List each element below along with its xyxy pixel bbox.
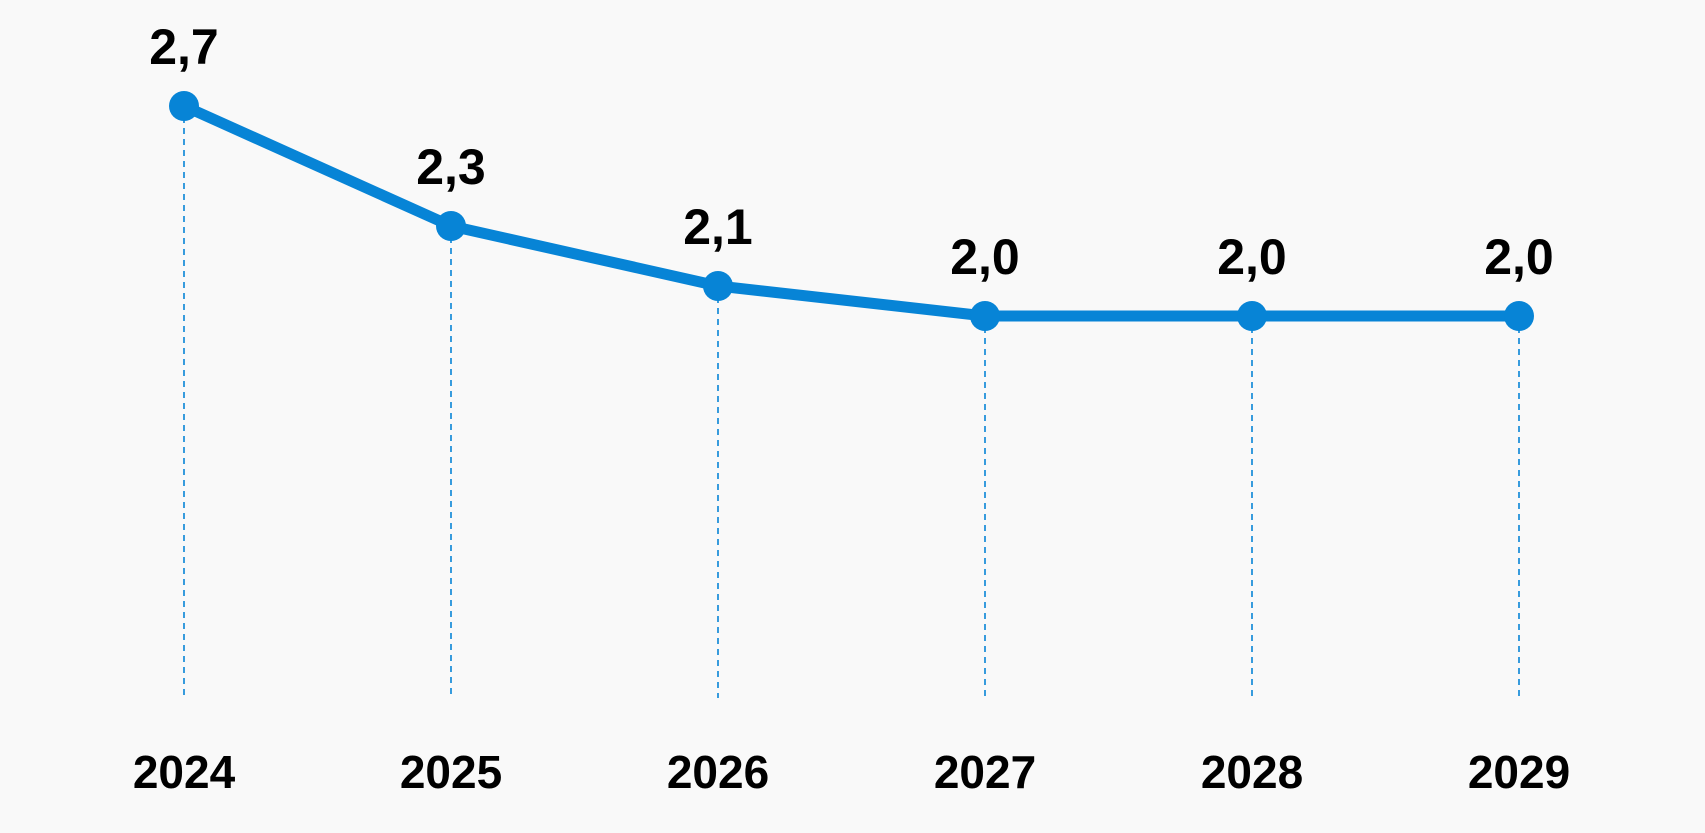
- data-points: [169, 91, 1534, 331]
- x-tick-label-2028: 2028: [1201, 746, 1303, 798]
- data-label-2024: 2,7: [149, 19, 219, 75]
- data-label-2026: 2,1: [683, 199, 753, 255]
- x-tick-label-2025: 2025: [400, 746, 502, 798]
- data-point-2027: [970, 301, 1000, 331]
- data-point-2028: [1237, 301, 1267, 331]
- x-tick-label-2029: 2029: [1468, 746, 1570, 798]
- data-point-2026: [703, 271, 733, 301]
- data-point-2025: [436, 211, 466, 241]
- x-tick-label-2027: 2027: [934, 746, 1036, 798]
- x-axis-tick-labels: 2024 2025 2026 2027 2028 2029: [133, 746, 1570, 798]
- x-tick-label-2024: 2024: [133, 746, 236, 798]
- series-line: [178, 100, 1525, 322]
- data-label-2025: 2,3: [416, 139, 486, 195]
- data-label-2027: 2,0: [950, 229, 1020, 285]
- data-label-2029: 2,0: [1484, 229, 1554, 285]
- x-tick-label-2026: 2026: [667, 746, 769, 798]
- data-point-2024: [169, 91, 199, 121]
- series-line-group: [178, 100, 1525, 322]
- data-labels: 2,7 2,3 2,1 2,0 2,0 2,0: [149, 19, 1554, 285]
- data-point-2029: [1504, 301, 1534, 331]
- drop-lines: [183, 106, 1520, 698]
- data-label-2028: 2,0: [1217, 229, 1287, 285]
